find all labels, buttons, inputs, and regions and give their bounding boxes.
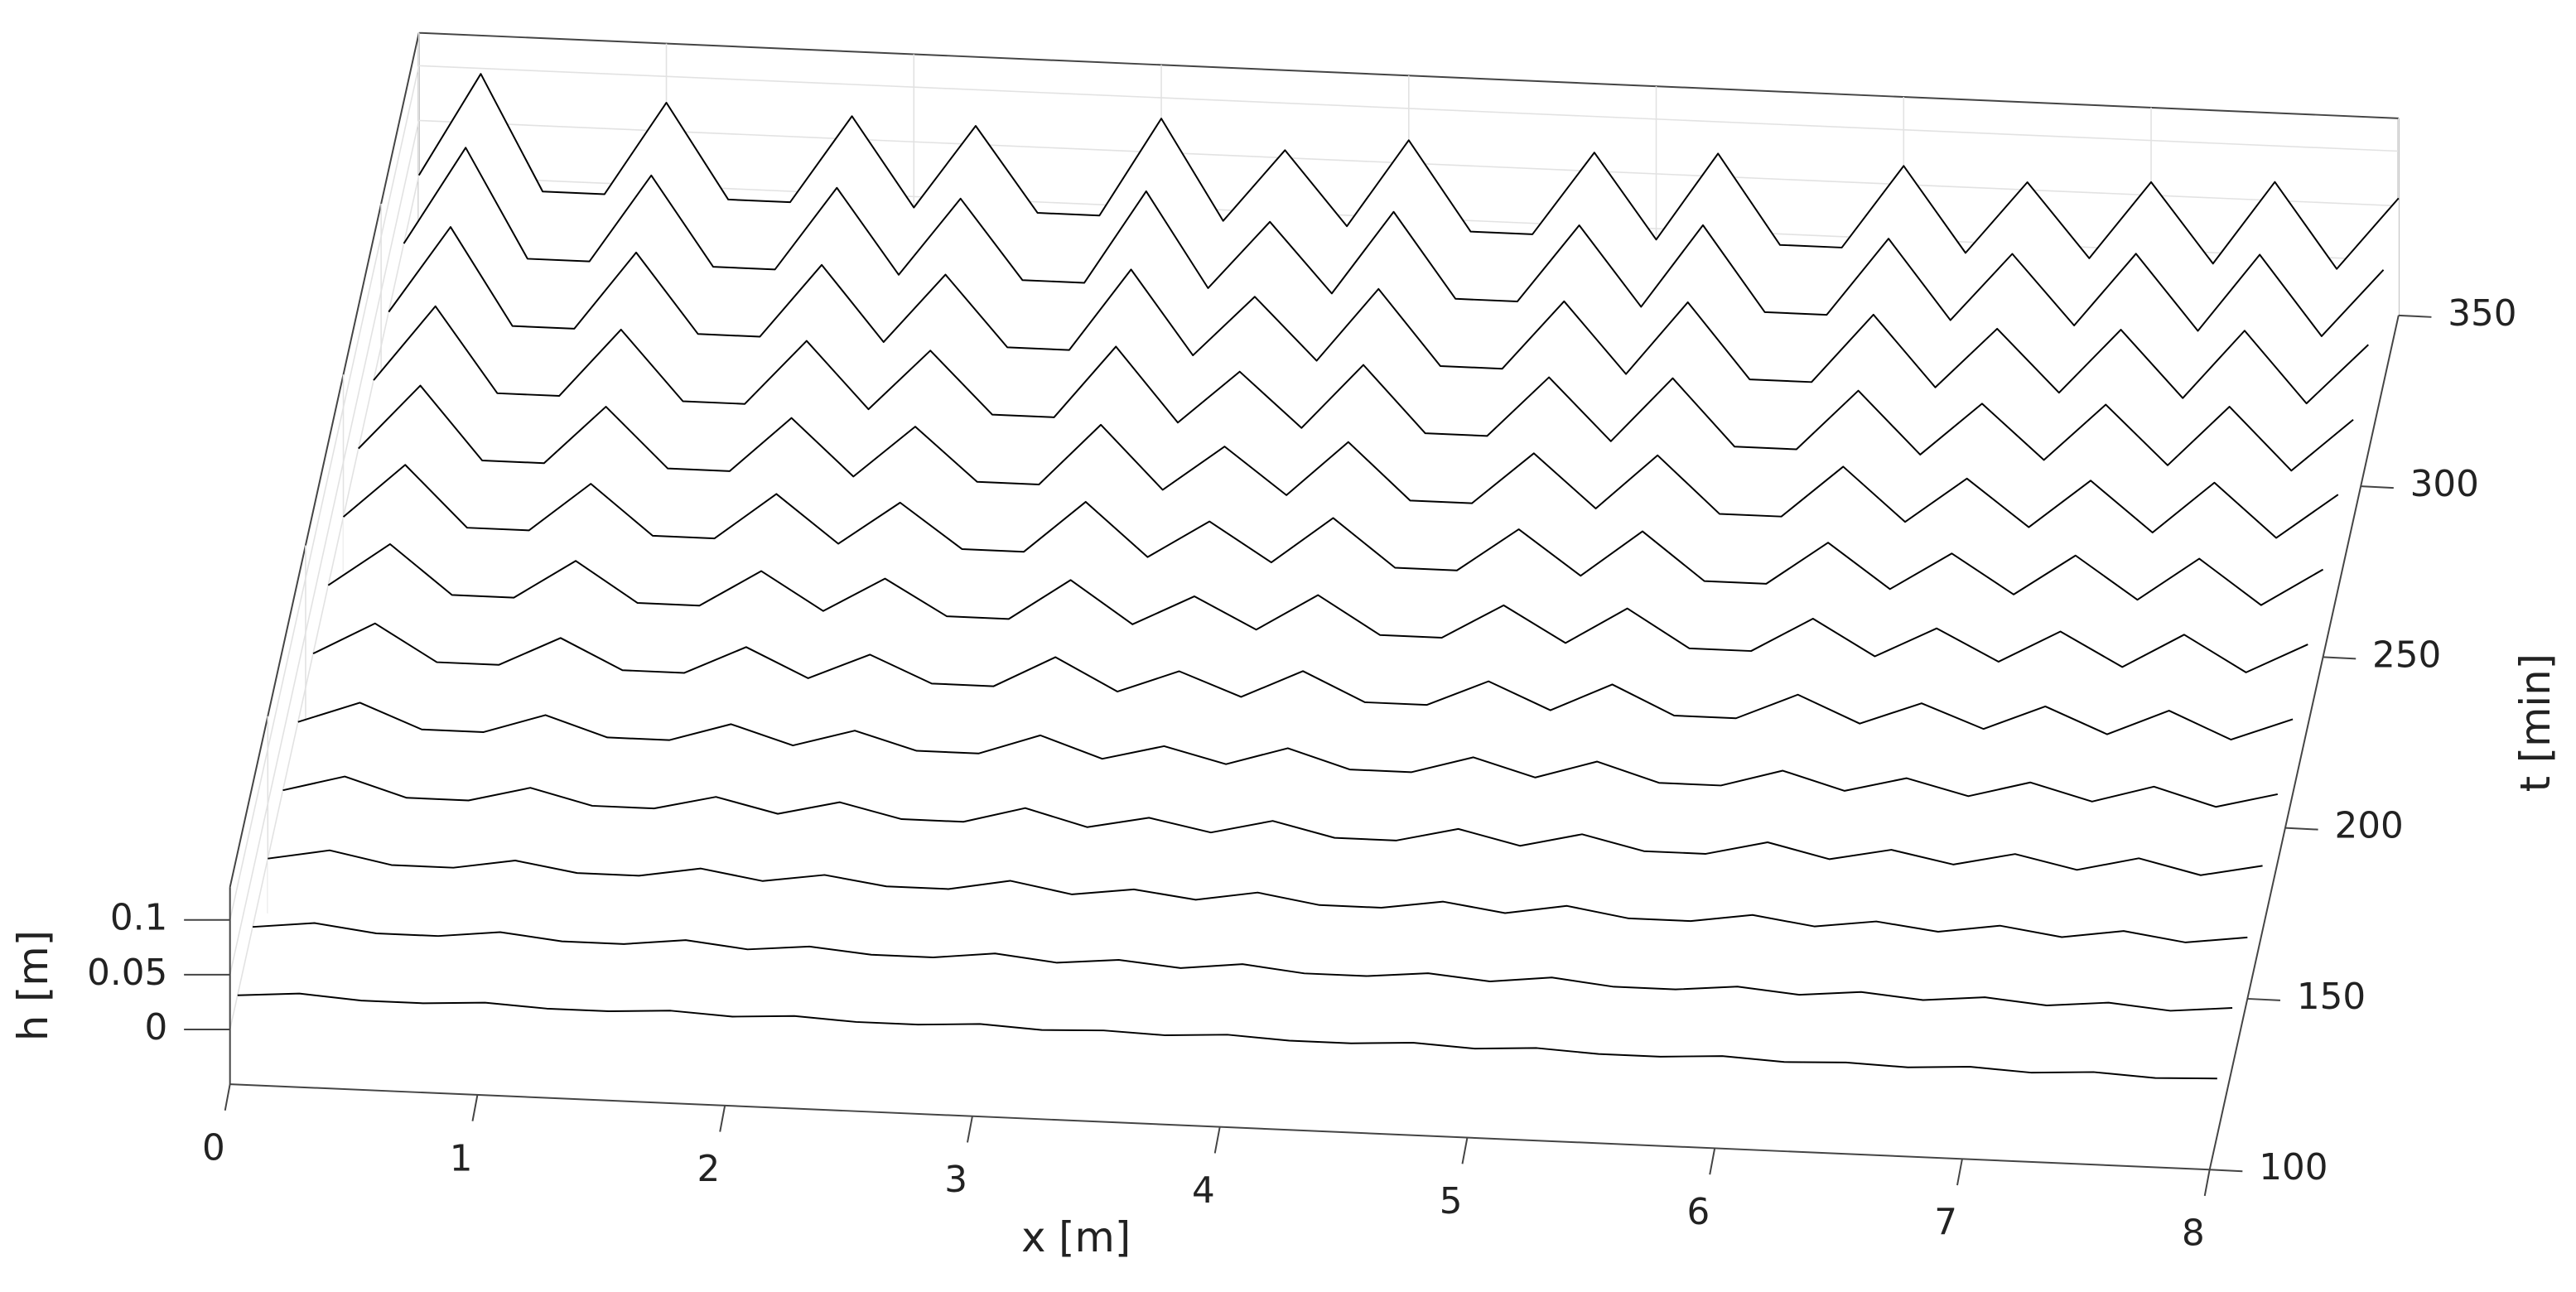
- profile-line: [237, 992, 2217, 1080]
- z-tick-label: 0.1: [110, 898, 167, 939]
- x-tick-label: 8: [2182, 1213, 2205, 1255]
- line-fill: [268, 850, 2248, 999]
- line-fill: [282, 776, 2263, 931]
- x-tick: [967, 1116, 973, 1143]
- x-tick: [1461, 1137, 1469, 1164]
- profile-line: [417, 73, 2400, 270]
- x-tick: [1709, 1148, 1716, 1175]
- x-tick-label: 2: [697, 1149, 720, 1190]
- line-fill: [358, 385, 2338, 589]
- y-tick: [2361, 485, 2394, 489]
- grid-line: [229, 175, 420, 1030]
- profile-line: [268, 849, 2248, 943]
- profile-line: [403, 147, 2385, 337]
- y-tick-label: 100: [2259, 1147, 2328, 1188]
- line-fill: [237, 993, 2217, 1135]
- y-tick-label: 300: [2410, 464, 2479, 505]
- line-fill: [388, 227, 2369, 452]
- z-tick-label: 0.05: [87, 952, 167, 994]
- line-fill: [328, 543, 2308, 726]
- box-edge: [2208, 315, 2400, 1170]
- x-tick-label: 6: [1686, 1192, 1710, 1233]
- y-tick-label: 350: [2448, 293, 2516, 335]
- x-tick: [1213, 1126, 1221, 1154]
- profile-line: [342, 464, 2324, 606]
- y-tick-label: 150: [2297, 976, 2366, 1018]
- x-axis-label: x [m]: [1021, 1213, 1131, 1261]
- x-tick-label: 3: [944, 1159, 967, 1201]
- y-tick: [2398, 314, 2432, 318]
- y-tick-label: 200: [2334, 806, 2403, 847]
- x-tick-label: 7: [1934, 1203, 1957, 1244]
- grid-line: [229, 120, 420, 976]
- line-fill: [313, 623, 2294, 794]
- line-fill: [253, 923, 2233, 1068]
- x-tick: [1956, 1159, 1963, 1186]
- x-tick-label: 4: [1192, 1170, 1215, 1212]
- profile-line: [282, 775, 2263, 876]
- y-tick-label: 250: [2372, 634, 2441, 676]
- profile-line: [252, 922, 2233, 1012]
- y-tick: [2284, 827, 2318, 831]
- y-tick: [2323, 656, 2357, 660]
- line-fill: [343, 465, 2323, 658]
- x-tick: [719, 1105, 726, 1132]
- y-tick: [2209, 1169, 2243, 1173]
- profile-line: [373, 305, 2354, 472]
- x-tick: [471, 1094, 479, 1121]
- z-tick-label: 0: [145, 1007, 168, 1049]
- grid-line: [229, 65, 420, 920]
- line-fill: [403, 147, 2384, 384]
- x-tick-label: 1: [450, 1138, 473, 1179]
- t-axis-label: t [min]: [2511, 653, 2559, 792]
- h-axis-label: h [m]: [9, 930, 57, 1041]
- profile-line: [388, 226, 2369, 405]
- line-fill: [374, 306, 2354, 521]
- line-fill: [297, 702, 2278, 862]
- x-tick-label: 5: [1440, 1181, 1463, 1222]
- y-tick: [2247, 997, 2281, 1001]
- profile-line: [358, 384, 2339, 539]
- profile-line: [327, 542, 2308, 673]
- profile-line: [312, 622, 2294, 741]
- x-tick: [2203, 1169, 2211, 1197]
- x-tick-label: 0: [202, 1127, 225, 1169]
- box-edge: [229, 32, 420, 888]
- line-fill: [418, 74, 2399, 316]
- profile-line: [297, 701, 2279, 808]
- grid-line: [418, 65, 2399, 152]
- x-tick: [224, 1083, 231, 1111]
